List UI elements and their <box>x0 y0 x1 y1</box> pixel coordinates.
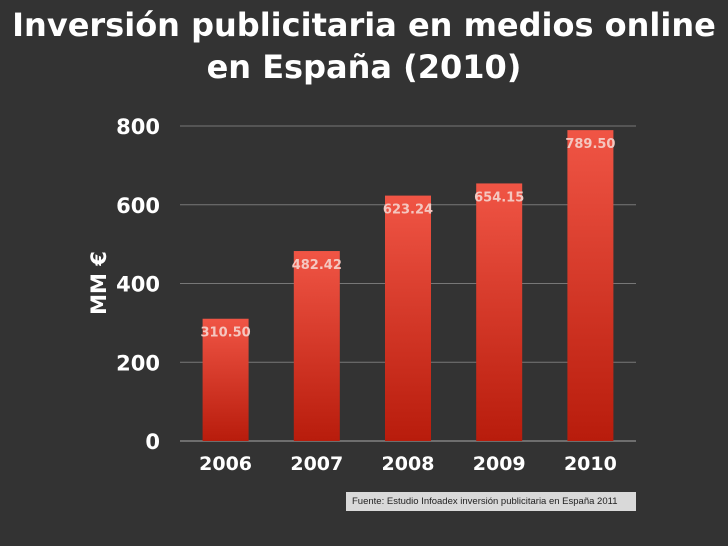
x-tick-label-2007: 2007 <box>290 453 343 475</box>
data-label-2008: 623.24 <box>383 203 433 218</box>
bar-2008 <box>385 195 431 441</box>
y-tick-label: 0 <box>145 430 160 454</box>
title-line-1: Inversión publicitaria en medios online <box>12 6 716 44</box>
source-note: Fuente: Estudio Infoadex inversión publi… <box>346 492 636 511</box>
x-tick-label-2006: 2006 <box>199 453 252 475</box>
bar-2007 <box>293 251 340 441</box>
bar-2009 <box>476 183 523 441</box>
y-axis-label: MM € <box>87 251 111 315</box>
data-label-2007: 482.42 <box>292 258 342 273</box>
data-label-2009: 654.15 <box>474 190 524 205</box>
data-labels: 310.50 482.42 623.24 654.15 789.50 <box>201 137 616 341</box>
bars <box>202 130 614 441</box>
slide-title: Inversión publicitaria en medios online … <box>0 4 728 88</box>
x-tick-label-2008: 2008 <box>382 453 435 475</box>
bar-2010 <box>567 130 614 441</box>
x-tick-label-2009: 2009 <box>473 453 526 475</box>
y-axis-ticks: 0 200 400 600 800 <box>116 115 160 454</box>
y-tick-label: 600 <box>116 194 160 218</box>
bar-2006 <box>202 318 249 441</box>
x-tick-label-2010: 2010 <box>564 453 617 475</box>
title-line-2: en España (2010) <box>206 48 522 86</box>
data-label-2010: 789.50 <box>565 137 615 152</box>
data-label-2006: 310.50 <box>201 326 251 341</box>
y-tick-label: 800 <box>116 115 160 139</box>
y-tick-label: 400 <box>116 273 160 297</box>
y-tick-label: 200 <box>116 351 160 375</box>
x-axis-ticks: 2006 2007 2008 2009 2010 <box>199 453 617 475</box>
